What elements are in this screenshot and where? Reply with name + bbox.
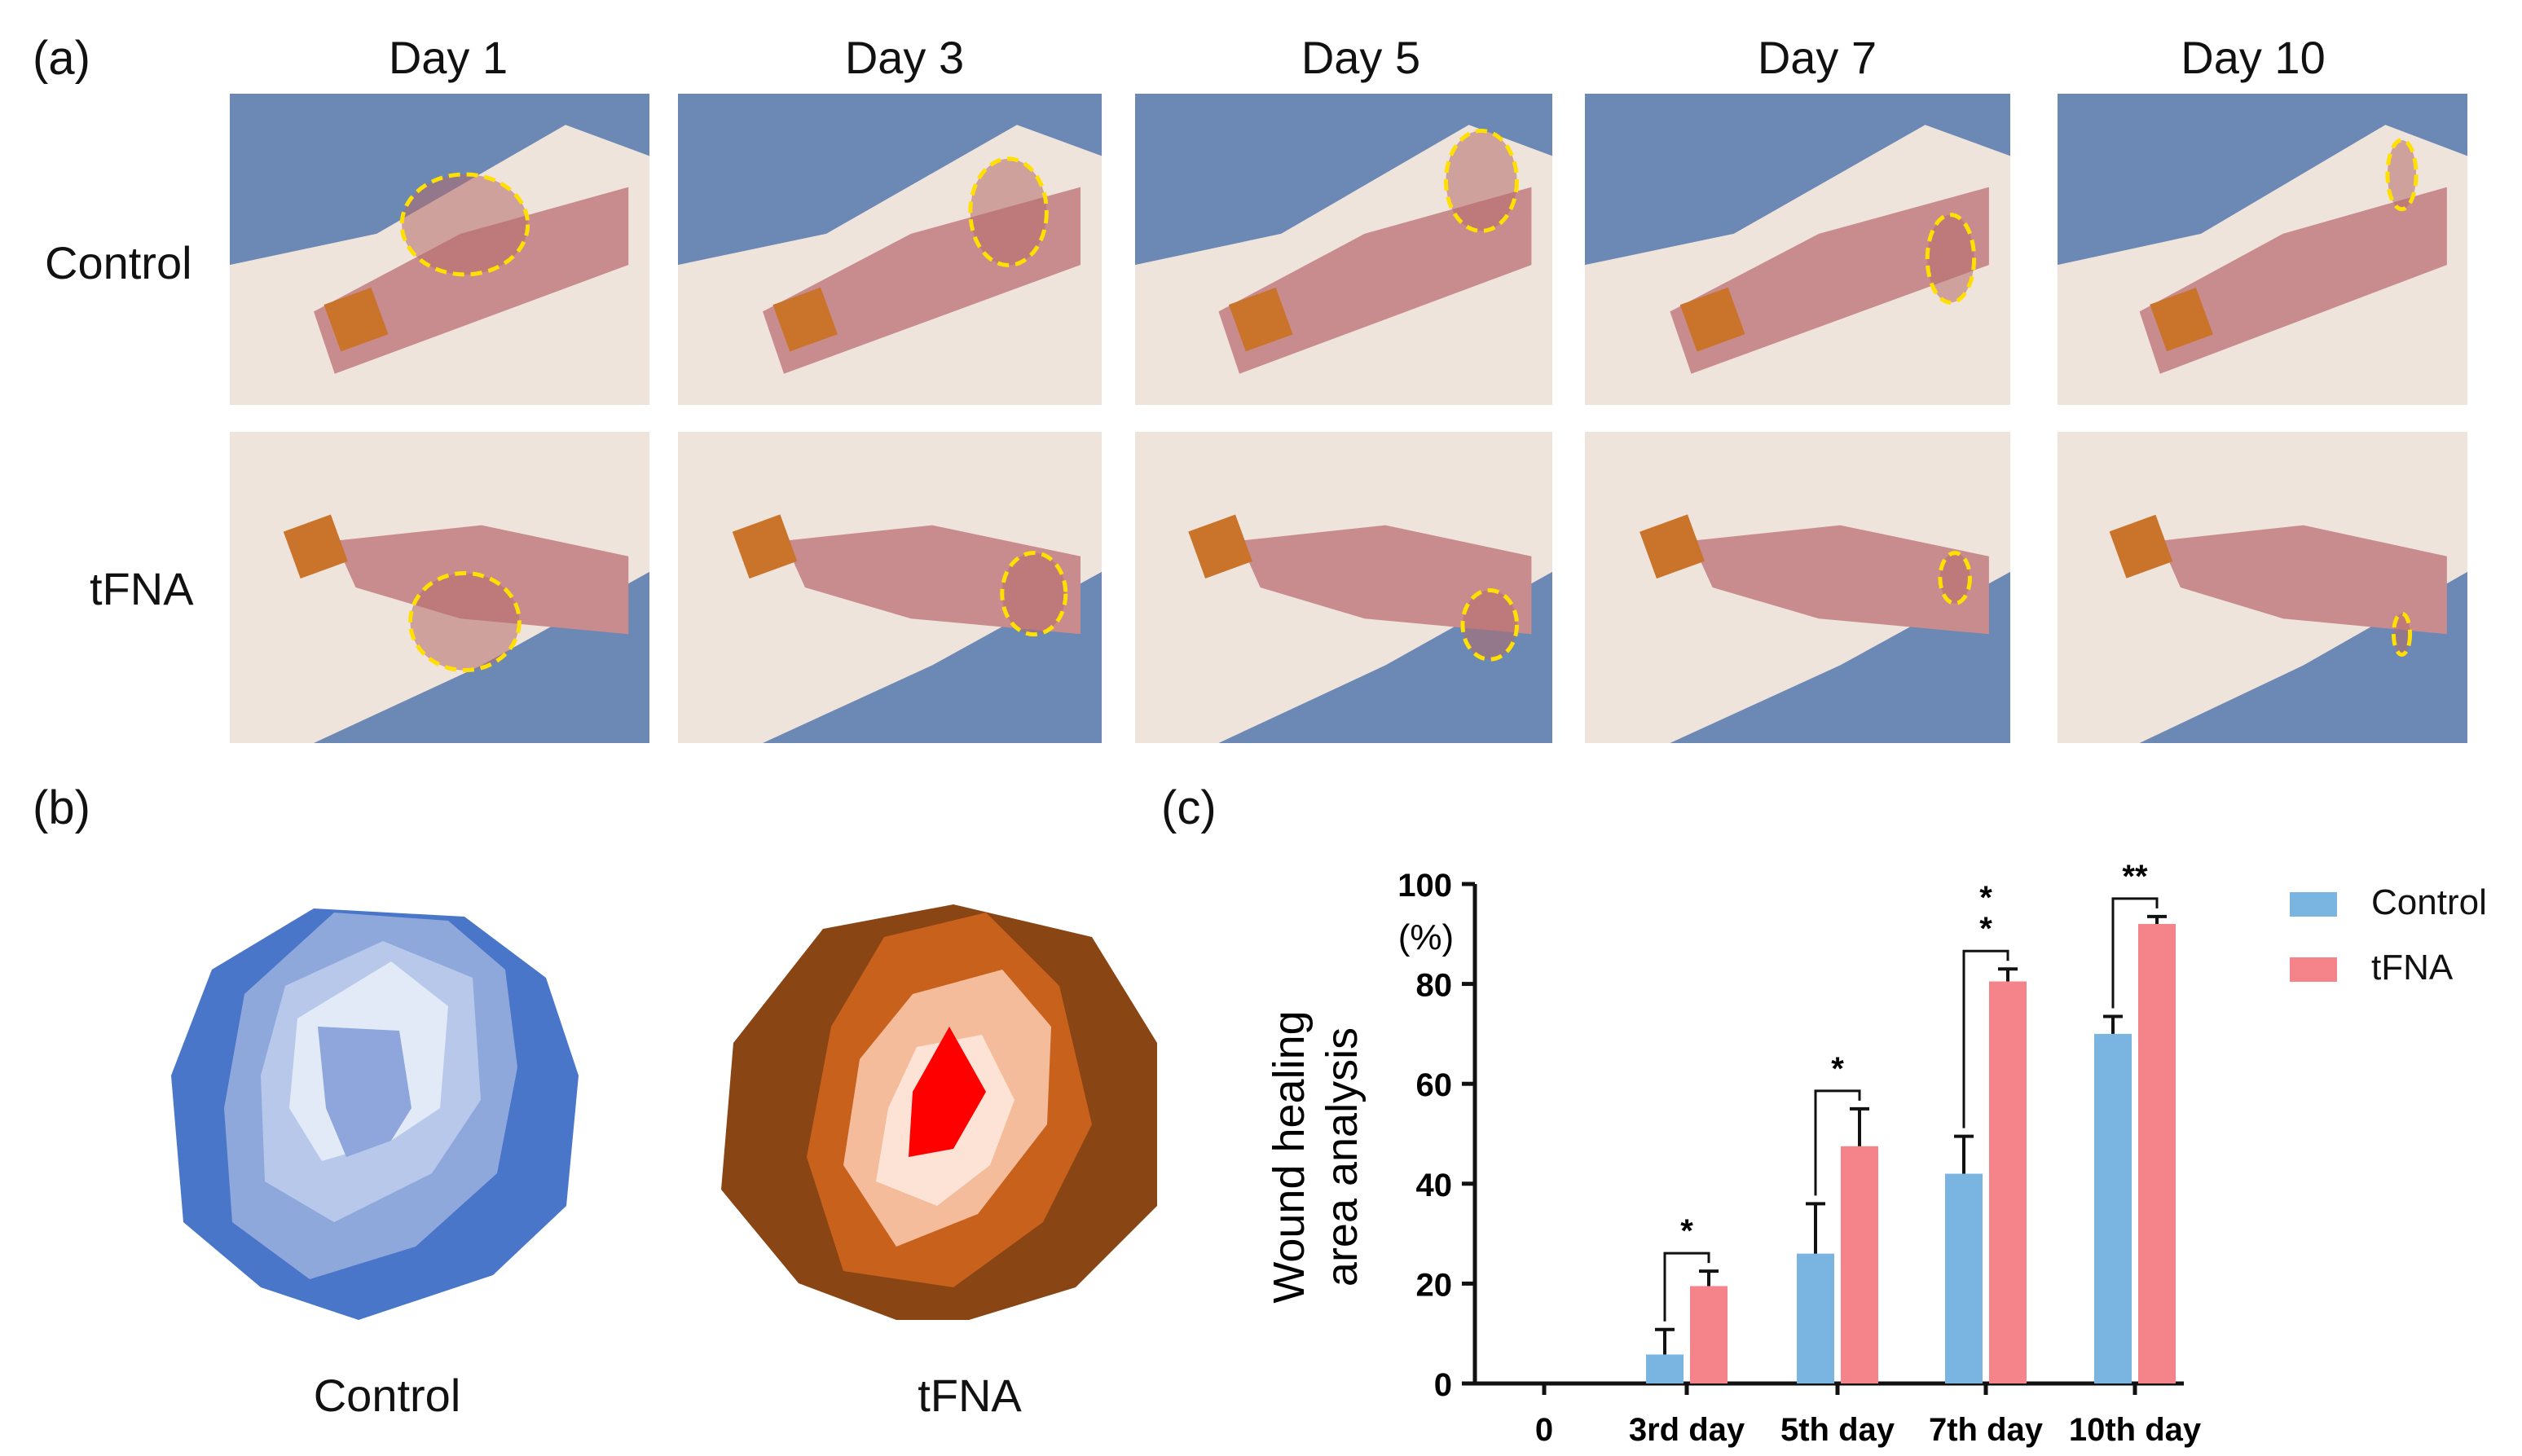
legend-label-tfna: tFNA	[2371, 948, 2454, 988]
bar-control	[1646, 1354, 1684, 1383]
y-axis: 0 20 40 60 80 100	[1397, 868, 1477, 1403]
day-label-3: Day 3	[844, 32, 965, 83]
significance-label: *	[1979, 911, 1992, 947]
significance-bracket	[2111, 897, 2159, 1009]
wound-photo	[230, 94, 649, 405]
bar-tfna	[2138, 924, 2176, 1383]
panel-label-c: (c)	[1161, 781, 1217, 834]
wound-photo	[1585, 432, 2010, 743]
significance-bracket	[1663, 1251, 1710, 1322]
significance-label: **	[2122, 859, 2148, 895]
y-unit: (%)	[1398, 917, 1454, 957]
day-label-7: Day 7	[1757, 32, 1877, 83]
control-layer-5	[318, 1027, 412, 1157]
bar-tfna	[1989, 981, 2027, 1383]
significance-markers: ******	[1663, 859, 2159, 1322]
row-label-tfna: tFNA	[90, 563, 194, 614]
legend-swatch-tfna	[2290, 957, 2337, 982]
bar-control	[2094, 1033, 2132, 1383]
significance-bracket	[1962, 949, 2009, 1128]
y-tick-label: 40	[1416, 1168, 1453, 1203]
wound-photo	[2058, 432, 2467, 743]
y-tick-label: 60	[1416, 1067, 1453, 1103]
x-tick-label: 5th day	[1780, 1412, 1895, 1448]
panel-label-a: (a)	[33, 32, 90, 85]
schematic-label-control: Control	[313, 1370, 461, 1421]
bar-tfna	[1690, 1286, 1728, 1383]
wound-schematic	[171, 904, 1157, 1320]
day-label-5: Day 5	[1301, 32, 1421, 83]
bar-control	[1945, 1173, 1983, 1383]
significance-bracket	[1814, 1089, 1861, 1196]
bars	[1646, 914, 2176, 1383]
wound-healing-chart: 0 20 40 60 80 100 0 3rd day 5th day 7th day 10th …	[1265, 859, 2202, 1448]
significance-label: *	[1680, 1213, 1693, 1249]
wound-photo	[230, 432, 649, 743]
y-tick-label: 80	[1416, 968, 1453, 1004]
bar-tfna	[1841, 1146, 1878, 1383]
wound-photo	[678, 432, 1102, 743]
day-label-1: Day 1	[388, 32, 508, 83]
panel-label-b: (b)	[33, 781, 90, 834]
legend-swatch-control	[2290, 892, 2337, 917]
y-axis-title-line-2: area analysis	[1318, 1027, 1367, 1287]
wound-photo	[2058, 94, 2467, 405]
x-tick-label: 0	[1535, 1412, 1553, 1448]
y-tick-label: 100	[1397, 868, 1452, 904]
wound-photo	[1135, 94, 1552, 405]
row-label-control: Control	[45, 237, 192, 288]
x-tick-label: 7th day	[1929, 1412, 2044, 1448]
wound-photo	[1135, 432, 1552, 743]
x-axis: 0 3rd day 5th day 7th day 10th day	[1475, 1381, 2202, 1448]
y-tick-label: 0	[1434, 1367, 1452, 1403]
y-tick-label: 20	[1416, 1267, 1453, 1303]
tfna-wound-schematic	[721, 904, 1157, 1320]
wound-photo	[678, 94, 1102, 405]
x-tick-label: 10th day	[2069, 1412, 2202, 1448]
x-tick-label: 3rd day	[1629, 1412, 1745, 1448]
significance-label: *	[1979, 880, 1992, 916]
schematic-label-tfna: tFNA	[918, 1370, 1022, 1421]
bar-control	[1797, 1253, 1834, 1383]
significance-label: *	[1831, 1051, 1844, 1087]
legend-label-control: Control	[2371, 882, 2487, 922]
tfna-layer-5	[909, 1027, 986, 1157]
control-wound-schematic	[171, 908, 579, 1320]
y-axis-title-line-1: Wound healing	[1265, 1010, 1314, 1303]
day-label-10: Day 10	[2181, 32, 2326, 83]
wound-photo	[1585, 94, 2010, 405]
